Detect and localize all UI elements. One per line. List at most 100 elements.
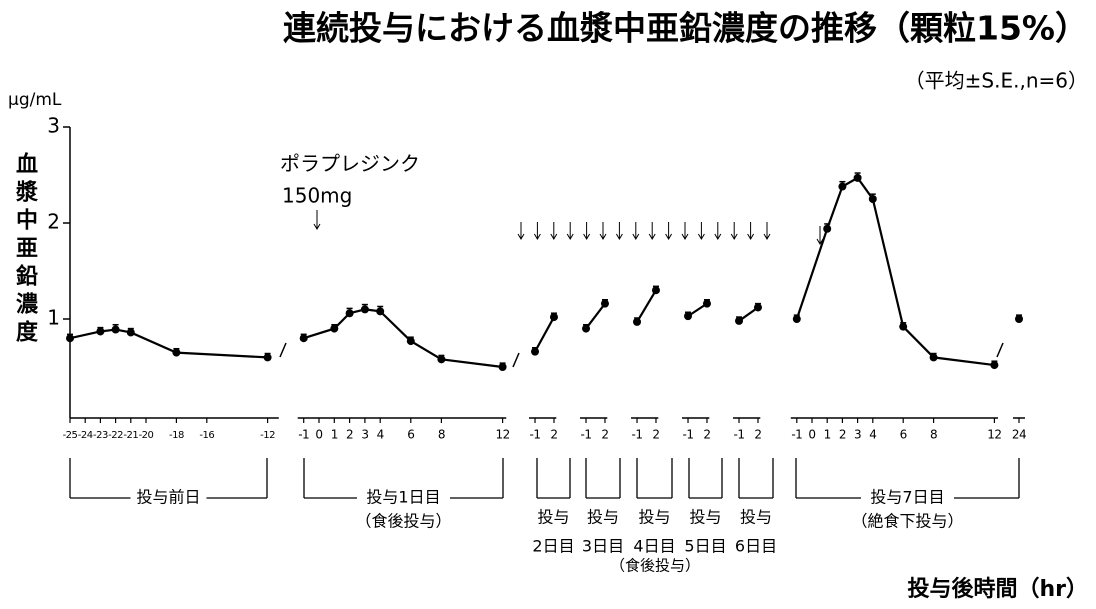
x-tick-label: -1 (530, 428, 541, 442)
x-tick-label: 12 (495, 428, 509, 442)
data-point (990, 361, 999, 370)
group-label: 2日目 (532, 537, 574, 556)
data-point (684, 312, 693, 321)
x-tick-label: 0 (315, 428, 322, 442)
break-mark (996, 342, 1004, 358)
x-tick-label: -24 (78, 430, 93, 441)
group-label: 投与 (638, 508, 670, 527)
data-point (868, 195, 877, 203)
x-tick-label: 6 (407, 428, 414, 442)
data-point (263, 353, 272, 362)
data-line (636, 289, 657, 323)
chart-subtitle: （平均±S.E.,n=6） (905, 69, 1088, 93)
y-tick-label: 1 (47, 306, 60, 330)
x-tick-label: 3 (361, 428, 368, 442)
x-tick-label: 3 (854, 428, 861, 442)
data-point (549, 313, 558, 322)
x-tick-label: -18 (169, 430, 184, 441)
data-point (66, 334, 74, 343)
x-tick-label: -1 (734, 428, 745, 442)
dose-arrow-head (763, 233, 771, 240)
x-tick-label: 6 (900, 428, 907, 442)
y-tick-label: 3 (47, 114, 60, 138)
x-tick-label: -22 (108, 430, 123, 441)
data-point (853, 173, 862, 182)
data-point (633, 317, 642, 326)
group-label: 4日目 (633, 537, 675, 556)
annotation: ポラプレジンク (280, 152, 420, 176)
data-point (600, 299, 609, 308)
group-label: 投与 (587, 508, 619, 527)
dose-arrow-head (681, 233, 689, 240)
x-tick-label: -1 (683, 428, 694, 442)
group-label: 5日目 (684, 537, 726, 556)
data-point (531, 347, 540, 356)
x-tick-label: 2 (550, 428, 557, 442)
x-tick-label: -20 (139, 430, 154, 441)
group-label: 投与 (689, 508, 721, 527)
x-tick-label: 1 (331, 428, 338, 442)
x-tick-label: -23 (93, 430, 108, 441)
data-point (823, 224, 832, 233)
dose-arrow-head (714, 233, 722, 240)
data-point (126, 328, 135, 337)
x-tick-label: 2 (652, 428, 659, 442)
dose-arrow-head (583, 233, 591, 240)
dose-arrow-head (632, 233, 640, 240)
x-tick-label: -12 (260, 430, 275, 441)
x-tick-label: 12 (987, 428, 1001, 442)
chart-title: 連続投与における血漿中亜鉛濃度の推移（顆粒15%） (283, 9, 1088, 48)
data-point (111, 325, 120, 334)
data-point (437, 355, 446, 364)
dose-arrow-head (648, 233, 656, 240)
x-tick-label: 8 (930, 428, 937, 442)
x-tick-label: -1 (581, 428, 592, 442)
group-label: （食後投与） (355, 512, 451, 531)
dose-arrow-head (550, 233, 558, 240)
group-label: 3日目 (582, 537, 624, 556)
data-line (69, 328, 268, 359)
dose-arrow-head (517, 233, 525, 240)
x-tick-label: -1 (791, 428, 802, 442)
data-point (299, 334, 308, 343)
break-mark (279, 342, 287, 358)
group-label: （絶食下投与） (851, 512, 963, 531)
dose-arrow-head (615, 233, 623, 240)
data-point (172, 348, 181, 357)
data-point (753, 303, 762, 312)
dose-arrow-head (697, 233, 705, 240)
dose-arrow-head (747, 233, 755, 240)
dose-arrow-head (730, 233, 738, 240)
x-tick-label: 2 (703, 428, 710, 442)
group-label: 6日目 (735, 537, 777, 556)
y-axis-title: 血漿中亜鉛濃度 (12, 151, 39, 348)
data-point (651, 286, 660, 295)
x-tick-label: -1 (298, 428, 309, 442)
x-tick-label: -16 (199, 430, 214, 441)
x-tick-label: 2 (754, 428, 761, 442)
dose-arrow-head (816, 238, 824, 245)
data-line (534, 316, 555, 353)
dose-arrow-head (665, 233, 673, 240)
data-point (406, 337, 415, 346)
x-tick-label: 8 (438, 428, 445, 442)
group-label: 投与前日 (136, 488, 200, 507)
dose-arrow-head (599, 233, 607, 240)
annotation: 150mg (282, 184, 352, 208)
x-tick-label: 0 (808, 428, 815, 442)
data-point (838, 182, 847, 191)
data-point (929, 353, 938, 362)
data-point (345, 309, 354, 318)
data-line (303, 308, 503, 369)
data-point (735, 316, 744, 325)
x-tick-label: 4 (377, 428, 384, 442)
x-axis-title: 投与後時間（hr） (907, 576, 1088, 602)
group-label: 投与 (537, 508, 569, 527)
data-line (795, 176, 995, 367)
data-point (899, 322, 908, 331)
data-point (582, 324, 591, 333)
break-mark (512, 352, 520, 368)
x-tick-label: 2 (346, 428, 353, 442)
data-point (376, 307, 385, 316)
